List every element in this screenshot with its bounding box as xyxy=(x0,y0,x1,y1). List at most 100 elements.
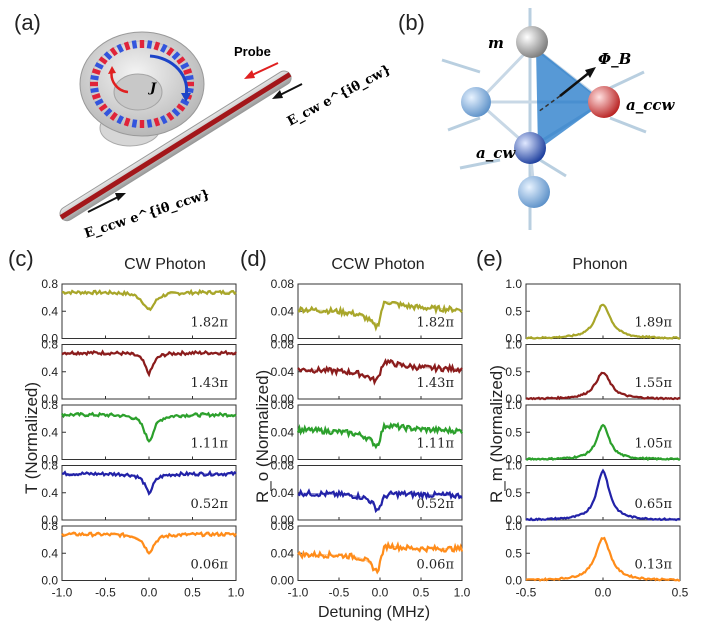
panel-label-c: (c) xyxy=(8,246,34,271)
mode-dot xyxy=(139,120,145,128)
phase-label: 1.43π xyxy=(417,376,455,391)
title-phonon: Phonon xyxy=(572,256,628,273)
mode-dot xyxy=(171,107,181,117)
fit-curve xyxy=(298,361,462,381)
y-tick-label: 0.8 xyxy=(41,519,58,533)
mode-pattern xyxy=(90,40,194,128)
mode-dot xyxy=(153,41,161,51)
panel-d-row-0: 0.00 0.04 0.08 1.82π xyxy=(271,277,463,346)
x-tick-label: 1.0 xyxy=(454,586,471,600)
fiber xyxy=(59,70,292,222)
phase-label: 0.06π xyxy=(191,558,229,573)
fit-curve xyxy=(298,424,462,446)
mode-dot xyxy=(90,81,98,87)
measured-curve xyxy=(61,288,237,312)
fit-curve xyxy=(526,304,680,339)
mode-dot xyxy=(123,117,131,127)
panel-label-e: (e) xyxy=(476,246,503,271)
fit-curve xyxy=(62,473,236,494)
phase-label: 0.06π xyxy=(417,558,455,573)
fit-curve xyxy=(526,470,680,520)
mode-dot xyxy=(98,56,108,65)
y-tick-label: 0.4 xyxy=(41,304,58,318)
y-tick-label: 0.08 xyxy=(271,398,295,412)
title-cw-photon: CW Photon xyxy=(124,256,206,273)
mode-dot xyxy=(91,93,101,100)
y-tick-label: 0.4 xyxy=(41,486,58,500)
y-tick-label: 1.0 xyxy=(505,459,522,473)
panel-d-row-1: 0.00 0.04 0.08 1.43π xyxy=(271,338,463,406)
x-tick-label: -0.5 xyxy=(329,586,350,600)
fit-curve xyxy=(61,352,237,374)
x-tick-label: 0.5 xyxy=(413,586,430,600)
y-tick-label: 0.04 xyxy=(271,546,295,560)
y-tick-label: 1.0 xyxy=(505,398,522,412)
y-tick-label: 0.04 xyxy=(271,365,295,379)
mode-dot xyxy=(90,74,99,81)
mode-dot xyxy=(131,40,138,49)
y-tick-label: 0.0 xyxy=(41,332,58,346)
x-tick-label: 0.0 xyxy=(141,586,158,600)
mode-dot xyxy=(171,51,181,61)
mode-dot xyxy=(116,43,124,53)
y-tick-label: 0.00 xyxy=(271,332,295,346)
fit-curve xyxy=(526,372,680,400)
mode-dot xyxy=(94,62,104,70)
fit-curve xyxy=(526,425,680,460)
schematic-a: J Probe E_cw e^{iθ_cw} E_ccw e^{iθ_ccw} xyxy=(59,31,394,242)
coupling-j-label: J xyxy=(147,81,157,96)
phase-label: 1.11π xyxy=(417,437,455,452)
mode-dot xyxy=(131,119,138,128)
fit-curve xyxy=(62,533,236,553)
mode-dot xyxy=(109,111,118,121)
y-tick-label: 0.08 xyxy=(271,519,295,533)
y-tick-label: 0.0 xyxy=(505,392,522,406)
mode-dot xyxy=(94,98,104,106)
fit-curve xyxy=(297,301,463,327)
measured-curve xyxy=(297,358,463,386)
phase-label: 0.13π xyxy=(635,558,673,573)
fit-curve xyxy=(62,414,236,442)
y-tick-label: 0.0 xyxy=(505,574,522,588)
mode-dot xyxy=(180,62,190,70)
a-cw-label: a_cw xyxy=(476,144,516,162)
panel-e-row-0: 0.0 0.5 1.0 1.89π xyxy=(505,277,681,346)
panel-c-row-1: 0.0 0.4 0.8 1.43π xyxy=(41,338,237,406)
y-tick-label: 0.08 xyxy=(271,459,295,473)
y-tick-label: 0.0 xyxy=(41,513,58,527)
y-tick-label: 0.0 xyxy=(41,574,58,588)
y-tick-label: 0.08 xyxy=(271,338,295,352)
x-tick-label: -1.0 xyxy=(288,586,309,600)
mode-dot xyxy=(153,117,161,127)
fit-curve xyxy=(526,537,680,581)
y-tick-label: 0.0 xyxy=(41,453,58,467)
mode-dot xyxy=(146,119,153,128)
y-tick-label: 0.0 xyxy=(505,513,522,527)
x-tick-label: 0.0 xyxy=(595,586,612,600)
y-tick-label: 0.00 xyxy=(271,453,295,467)
schematic-b: m Φ_B a_cw a_ccw xyxy=(441,8,675,230)
plot-frame xyxy=(525,404,681,460)
mode-dot xyxy=(160,43,168,53)
y-tick-label: 0.5 xyxy=(505,486,522,500)
y-tick-label: 0.04 xyxy=(271,425,295,439)
plot-frame xyxy=(525,283,681,339)
mode-dot xyxy=(176,56,186,65)
y-tick-label: 0.08 xyxy=(271,277,295,291)
mode-dot xyxy=(103,51,113,61)
mode-dot xyxy=(166,111,175,121)
phase-label: 1.43π xyxy=(191,376,229,391)
y-tick-label: 0.04 xyxy=(271,304,295,318)
y-tick-label: 0.4 xyxy=(41,365,58,379)
probe-label: Probe xyxy=(234,44,271,59)
phase-label: 1.55π xyxy=(635,376,673,391)
measured-curve xyxy=(296,421,463,450)
mode-dot xyxy=(160,115,168,125)
xlabel-d: Detuning (MHz) xyxy=(318,604,431,621)
panel-label-a: (a) xyxy=(14,10,41,35)
panel-c-row-3: 0.0 0.4 0.8 0.52π xyxy=(41,459,237,527)
phase-label: 1.05π xyxy=(635,437,673,452)
phase-label: 1.82π xyxy=(417,316,455,331)
a-ccw-label: a_ccw xyxy=(626,96,675,114)
x-tick-label: 0.5 xyxy=(184,586,201,600)
